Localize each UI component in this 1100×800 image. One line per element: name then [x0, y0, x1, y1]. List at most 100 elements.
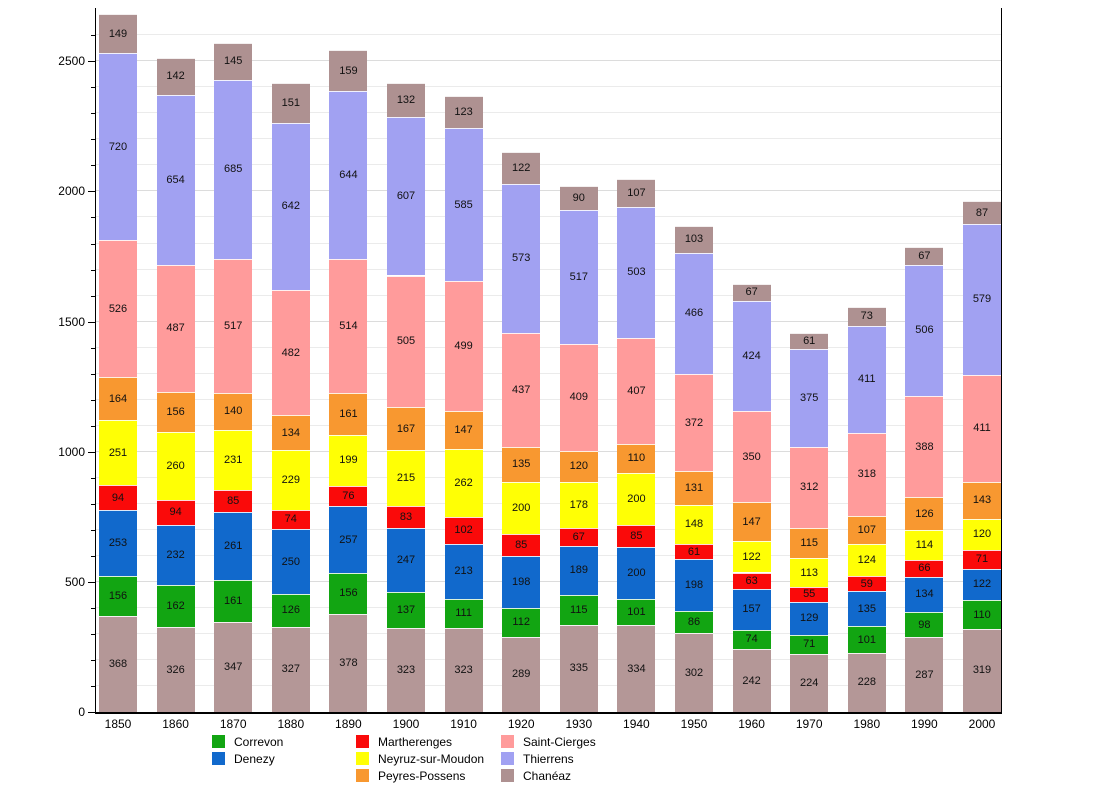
bar-segment-chaneaz-1920: 122: [502, 152, 541, 184]
x-tick-label-1970: 1970: [795, 717, 823, 731]
segment-value-label: 326: [166, 663, 185, 676]
y-tick-1500: [88, 321, 95, 323]
bar-segment-chaneaz-1960: 67: [732, 283, 771, 301]
segment-value-label: 156: [166, 406, 185, 419]
bar-segment-peyres-possens-1970: 115: [790, 527, 829, 558]
gridline-1500: [95, 320, 1001, 322]
bar-segment-martherenges-1940: 85: [617, 524, 656, 547]
bar-segment-denezy-2000: 122: [963, 568, 1001, 601]
segment-value-label: 55: [803, 588, 816, 601]
bar-segment-neyruz-sur-moudon-1850: 251: [99, 419, 137, 486]
segment-value-label: 260: [166, 460, 185, 473]
bar-segment-correvon-1980: 101: [847, 626, 886, 653]
segment-value-label: 517: [224, 319, 243, 332]
gridline-500: [95, 580, 1001, 582]
bar-segment-bottom-unlabeled-1860: 326: [156, 627, 195, 712]
segment-value-label: 83: [399, 511, 413, 524]
segment-value-label: 505: [396, 335, 416, 348]
segment-value-label: 135: [512, 458, 531, 471]
gridline-2400: [95, 86, 1001, 88]
segment-value-label: 140: [224, 405, 243, 418]
y-tick-100: [91, 686, 95, 687]
bar-segment-martherenges-1980: 59: [847, 575, 886, 592]
y-tick-2100: [91, 165, 95, 167]
segment-value-label: 115: [570, 603, 588, 616]
bar-segment-saint-cierges-1880: 482: [271, 289, 310, 416]
bar-segment-thierrens-1990: 506: [905, 264, 944, 397]
bar-segment-martherenges-1890: 76: [329, 486, 368, 507]
segment-value-label: 487: [166, 322, 185, 335]
segment-value-label: 573: [512, 252, 531, 265]
segment-value-label: 157: [742, 603, 761, 616]
gridline-2600: [95, 34, 1001, 36]
segment-value-label: 162: [166, 600, 185, 613]
y-tick-label-500: 500: [64, 574, 85, 589]
legend-label-denezy: Denezy: [234, 751, 275, 766]
segment-value-label: 161: [224, 594, 243, 607]
gridline-1200: [95, 398, 1001, 400]
segment-value-label: 319: [972, 664, 992, 677]
bar-segment-martherenges-2000: 71: [963, 550, 1001, 569]
bar-segment-saint-cierges-1970: 312: [790, 446, 829, 528]
segment-value-label: 375: [800, 391, 819, 404]
legend-label-thierrens: Thierrens: [523, 751, 574, 766]
legend-label-chaneaz: Chanéaz: [523, 768, 572, 783]
bar-segment-bottom-unlabeled-1950: 302: [675, 633, 713, 712]
bar-segment-thierrens-1960: 424: [732, 301, 771, 412]
x-tick-label-2000: 2000: [968, 717, 996, 731]
segment-value-label: 506: [915, 324, 934, 337]
gridline-1100: [95, 424, 1001, 426]
bar-segment-peyres-possens-1880: 134: [271, 415, 310, 451]
bar-segment-denezy-1940: 200: [617, 546, 656, 599]
segment-value-label: 350: [742, 450, 761, 463]
legend-swatch-thierrens: [501, 752, 514, 765]
segment-value-label: 178: [569, 499, 588, 512]
segment-value-label: 607: [396, 190, 416, 203]
bar-segment-correvon-1990: 98: [905, 611, 944, 638]
segment-value-label: 74: [745, 633, 758, 646]
segment-value-label: 585: [454, 198, 473, 211]
bar-segment-bottom-unlabeled-1980: 228: [847, 652, 886, 712]
bar-segment-denezy-1890: 257: [329, 506, 368, 573]
bar-segment-martherenges-1880: 74: [271, 509, 310, 530]
gridline-100: [95, 685, 1001, 686]
bar-segment-saint-cierges-1940: 407: [617, 337, 656, 444]
segment-value-label: 164: [108, 392, 128, 405]
segment-value-label: 107: [627, 187, 646, 200]
bar-segment-peyres-possens-1900: 167: [387, 406, 425, 451]
segment-value-label: 85: [227, 494, 240, 507]
y-tick-300: [91, 633, 95, 635]
segment-value-label: 90: [572, 191, 585, 204]
segment-value-label: 526: [108, 302, 128, 315]
legend-column-3: Saint-Cierges Thierrens Chanéaz: [501, 733, 596, 784]
bar-segment-denezy-1910: 213: [444, 543, 483, 600]
segment-value-label: 148: [684, 518, 704, 531]
bar-segment-thierrens-1890: 644: [329, 91, 368, 259]
bar-segment-thierrens-1910: 585: [444, 128, 483, 281]
bar-segment-saint-cierges-1930: 409: [559, 344, 598, 451]
segment-value-label: 642: [281, 200, 300, 213]
bar-segment-neyruz-sur-moudon-1980: 124: [847, 543, 886, 576]
legend-swatch-martherenges: [356, 735, 369, 748]
bar-segment-bottom-unlabeled-1900: 323: [387, 627, 425, 712]
y-tick-2400: [91, 87, 95, 89]
bar-segment-thierrens-1950: 466: [675, 252, 713, 375]
bar-segment-denezy-1900: 247: [387, 527, 425, 593]
segment-value-label: 122: [512, 161, 531, 174]
bar-segment-martherenges-1920: 85: [502, 533, 541, 557]
segment-value-label: 213: [454, 565, 473, 578]
gridline-2200: [95, 138, 1001, 140]
segment-value-label: 120: [972, 528, 992, 541]
bar-segment-correvon-2000: 110: [963, 600, 1001, 629]
segment-value-label: 262: [454, 476, 473, 489]
bar-segment-chaneaz-1900: 132: [387, 83, 425, 118]
gridline-1900: [95, 216, 1001, 218]
bar-segment-correvon-1960: 74: [732, 629, 771, 650]
x-tick-label-1870: 1870: [219, 717, 247, 731]
y-tick-2200: [91, 139, 95, 141]
gridline-2100: [95, 164, 1001, 166]
bar-segment-chaneaz-2000: 87: [963, 201, 1001, 224]
segment-value-label: 134: [915, 588, 934, 601]
segment-value-label: 517: [569, 270, 588, 283]
